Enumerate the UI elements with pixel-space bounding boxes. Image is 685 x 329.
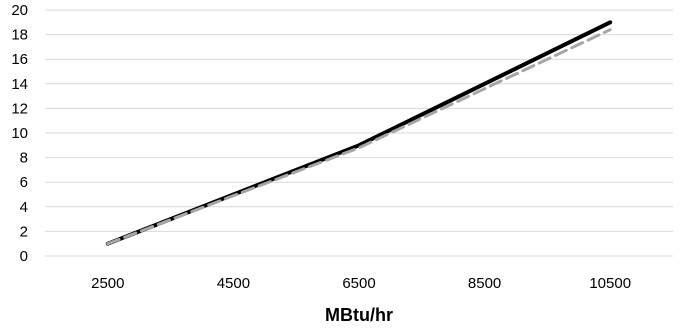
x-axis-title: MBtu/hr — [325, 305, 393, 325]
y-tick-label: 12 — [11, 100, 28, 117]
x-axis-tick-labels: 2500 4500 6500 8500 10500 — [91, 275, 631, 292]
x-tick-label: 2500 — [91, 275, 124, 292]
series-layer — [105, 20, 613, 246]
y-tick-label: 4 — [20, 199, 28, 216]
gridlines — [45, 9, 673, 232]
y-tick-label: 18 — [11, 27, 28, 44]
y-tick-label: 16 — [11, 51, 28, 68]
x-tick-label: 6500 — [342, 275, 375, 292]
y-tick-label: 10 — [11, 125, 28, 142]
x-tick-label: 8500 — [468, 275, 501, 292]
y-axis-tick-labels: 0 2 4 6 8 10 12 14 16 18 20 — [11, 2, 28, 265]
y-tick-label: 6 — [20, 174, 28, 191]
y-tick-label: 8 — [20, 150, 28, 167]
y-tick-label: 0 — [20, 248, 28, 265]
y-tick-label: 14 — [11, 76, 28, 93]
x-tick-label: 10500 — [589, 275, 631, 292]
series-line — [106, 28, 612, 246]
x-tick-label: 4500 — [217, 275, 250, 292]
y-tick-label: 2 — [20, 223, 28, 240]
y-tick-label: 20 — [11, 2, 28, 19]
